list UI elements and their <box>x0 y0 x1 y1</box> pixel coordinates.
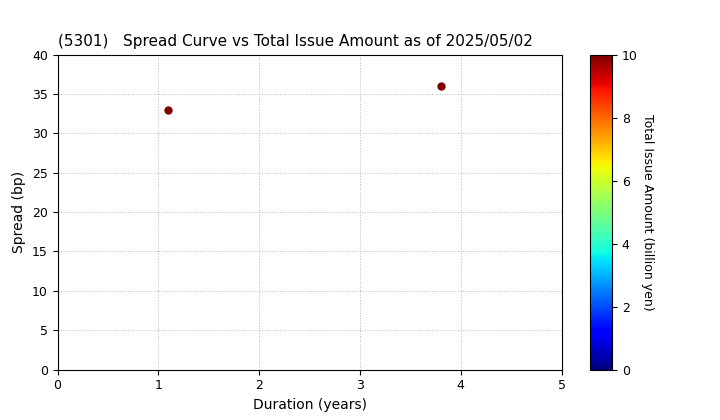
Y-axis label: Total Issue Amount (billion yen): Total Issue Amount (billion yen) <box>642 114 654 310</box>
X-axis label: Duration (years): Duration (years) <box>253 398 366 412</box>
Point <box>435 83 446 89</box>
Text: (5301)   Spread Curve vs Total Issue Amount as of 2025/05/02: (5301) Spread Curve vs Total Issue Amoun… <box>58 34 533 49</box>
Point <box>163 106 174 113</box>
Y-axis label: Spread (bp): Spread (bp) <box>12 171 27 253</box>
